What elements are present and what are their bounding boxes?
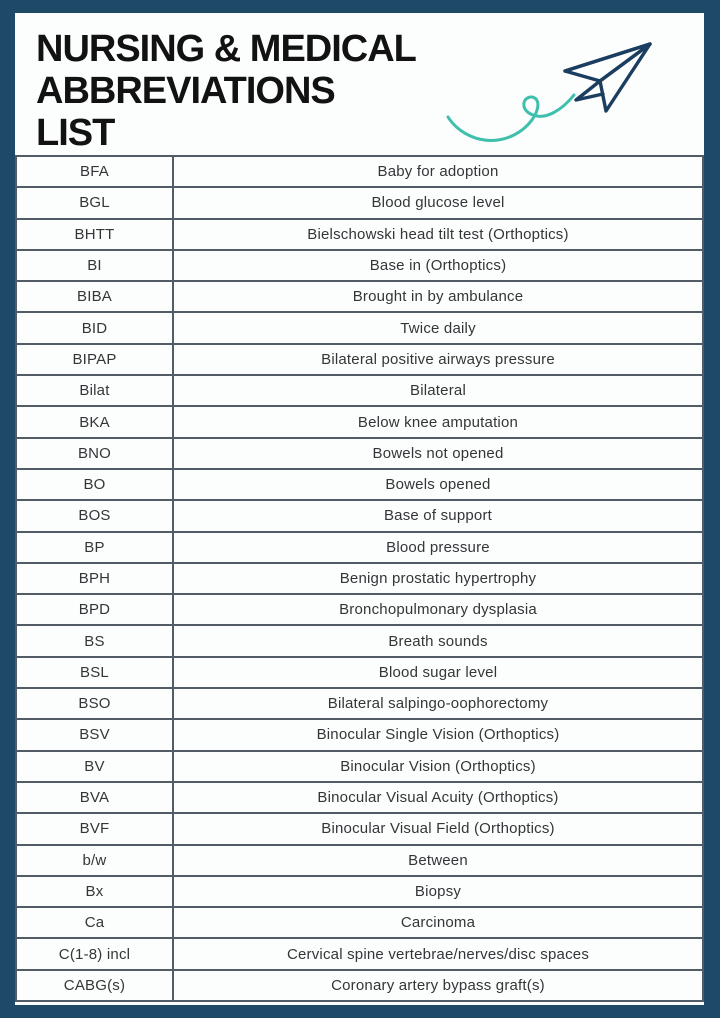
meaning-cell: Base in (Orthoptics) bbox=[172, 248, 704, 283]
meaning-cell: Bowels opened bbox=[172, 467, 704, 502]
abbreviation-cell: BSO bbox=[15, 687, 174, 721]
table-row: BKA Below knee amputation bbox=[15, 405, 704, 439]
meaning-cell: Bowels not opened bbox=[172, 436, 704, 470]
meaning-cell: Binocular Single Vision (Orthoptics) bbox=[172, 718, 704, 752]
abbreviation-cell: BFA bbox=[15, 154, 174, 189]
table-row: b/w Between bbox=[15, 843, 704, 877]
meaning-cell: Bielschowski head tilt test (Orthoptics) bbox=[172, 217, 704, 251]
table-row: BVF Binocular Visual Field (Orthoptics) bbox=[15, 812, 704, 846]
meaning-cell: Bilateral salpingo-oophorectomy bbox=[172, 687, 704, 721]
table-row: BPH Benign prostatic hypertrophy bbox=[15, 561, 704, 596]
header: NURSING & MEDICAL ABBREVIATIONS LIST bbox=[15, 13, 704, 155]
meaning-cell: Below knee amputation bbox=[172, 405, 704, 439]
abbreviation-cell: BSV bbox=[15, 718, 174, 752]
meaning-cell: Binocular Visual Acuity (Orthoptics) bbox=[172, 780, 704, 815]
abbreviation-cell: BKA bbox=[15, 405, 174, 439]
table-row: BV Binocular Vision (Orthoptics) bbox=[15, 749, 704, 783]
table-row: Bx Biopsy bbox=[15, 874, 704, 909]
table-row: BID Twice daily bbox=[15, 311, 704, 345]
abbreviation-cell: BOS bbox=[15, 499, 174, 533]
table-row: CABG(s) Coronary artery bypass graft(s) bbox=[15, 968, 704, 1003]
meaning-cell: Breath sounds bbox=[172, 624, 704, 658]
table-row: BP Blood pressure bbox=[15, 530, 704, 564]
meaning-cell: Binocular Visual Field (Orthoptics) bbox=[172, 812, 704, 846]
abbreviation-cell: Bx bbox=[15, 874, 174, 909]
table-row: Ca Carcinoma bbox=[15, 906, 704, 940]
abbreviation-cell: BNO bbox=[15, 436, 174, 470]
abbreviation-cell: C(1-8) incl bbox=[15, 937, 174, 971]
abbreviation-cell: BVF bbox=[15, 812, 174, 846]
meaning-cell: Base of support bbox=[172, 499, 704, 533]
meaning-cell: Cervical spine vertebrae/nerves/disc spa… bbox=[172, 937, 704, 971]
swoosh-curl-icon bbox=[446, 93, 576, 142]
abbreviation-cell: BSL bbox=[15, 655, 174, 690]
meaning-cell: Benign prostatic hypertrophy bbox=[172, 561, 704, 596]
meaning-cell: Carcinoma bbox=[172, 906, 704, 940]
meaning-cell: Bronchopulmonary dysplasia bbox=[172, 593, 704, 627]
abbreviation-cell: BV bbox=[15, 749, 174, 783]
table-row: BGL Blood glucose level bbox=[15, 186, 704, 220]
abbreviation-cell: BHTT bbox=[15, 217, 174, 251]
meaning-cell: Bilateral positive airways pressure bbox=[172, 342, 704, 377]
abbreviation-cell: BGL bbox=[15, 186, 174, 220]
abbreviation-cell: BI bbox=[15, 248, 174, 283]
meaning-cell: Biopsy bbox=[172, 874, 704, 909]
meaning-cell: Blood glucose level bbox=[172, 186, 704, 220]
abbreviation-cell: Ca bbox=[15, 906, 174, 940]
meaning-cell: Between bbox=[172, 843, 704, 877]
table-row: Bilat Bilateral bbox=[15, 374, 704, 408]
table-row: BHTT Bielschowski head tilt test (Orthopt… bbox=[15, 217, 704, 251]
abbreviation-cell: BPD bbox=[15, 593, 174, 627]
page-title: NURSING & MEDICAL ABBREVIATIONS LIST bbox=[36, 28, 417, 154]
paper-plane-icon bbox=[563, 42, 652, 113]
table-row: BIBA Brought in by ambulance bbox=[15, 280, 704, 314]
table-row: BVA Binocular Visual Acuity (Orthoptics) bbox=[15, 780, 704, 815]
paper-plane-doodle bbox=[446, 42, 652, 142]
meaning-cell: Blood pressure bbox=[172, 530, 704, 564]
abbreviation-cell: BS bbox=[15, 624, 174, 658]
abbreviation-cell: BIPAP bbox=[15, 342, 174, 377]
table-row: BSL Blood sugar level bbox=[15, 655, 704, 690]
abbreviation-cell: CABG(s) bbox=[15, 968, 174, 1003]
meaning-cell: Brought in by ambulance bbox=[172, 280, 704, 314]
table-row: BO Bowels opened bbox=[15, 467, 704, 502]
abbreviation-cell: BPH bbox=[15, 561, 174, 596]
meaning-cell: Coronary artery bypass graft(s) bbox=[172, 968, 704, 1003]
table-row: BPD Bronchopulmonary dysplasia bbox=[15, 593, 704, 627]
meaning-cell: Blood sugar level bbox=[172, 655, 704, 690]
table-row: BI Base in (Orthoptics) bbox=[15, 248, 704, 283]
abbreviation-cell: BP bbox=[15, 530, 174, 564]
abbreviation-cell: b/w bbox=[15, 843, 174, 877]
table-row: BIPAP Bilateral positive airways pressure bbox=[15, 342, 704, 377]
table-row: BNO Bowels not opened bbox=[15, 436, 704, 470]
table-row: BFA Baby for adoption bbox=[15, 154, 704, 189]
meaning-cell: Twice daily bbox=[172, 311, 704, 345]
table-row: BS Breath sounds bbox=[15, 624, 704, 658]
table-row: BSO Bilateral salpingo-oophorectomy bbox=[15, 687, 704, 721]
abbreviation-cell: BID bbox=[15, 311, 174, 345]
abbreviation-cell: BIBA bbox=[15, 280, 174, 314]
table-row: BSV Binocular Single Vision (Orthoptics) bbox=[15, 718, 704, 752]
abbreviation-cell: Bilat bbox=[15, 374, 174, 408]
abbreviation-cell: BO bbox=[15, 467, 174, 502]
meaning-cell: Binocular Vision (Orthoptics) bbox=[172, 749, 704, 783]
table-row: BOS Base of support bbox=[15, 499, 704, 533]
abbreviations-table: BFA Baby for adoption BGL Blood glucose lev… bbox=[15, 154, 704, 1003]
document-card: NURSING & MEDICAL ABBREVIATIONS LIST BFA… bbox=[15, 13, 704, 1005]
abbreviation-cell: BVA bbox=[15, 780, 174, 815]
table-row: C(1-8) incl Cervical spine vertebrae/nerv… bbox=[15, 937, 704, 971]
abbreviations-table-body: BFA Baby for adoption BGL Blood glucose lev… bbox=[15, 154, 704, 1003]
meaning-cell: Baby for adoption bbox=[172, 154, 704, 189]
meaning-cell: Bilateral bbox=[172, 374, 704, 408]
